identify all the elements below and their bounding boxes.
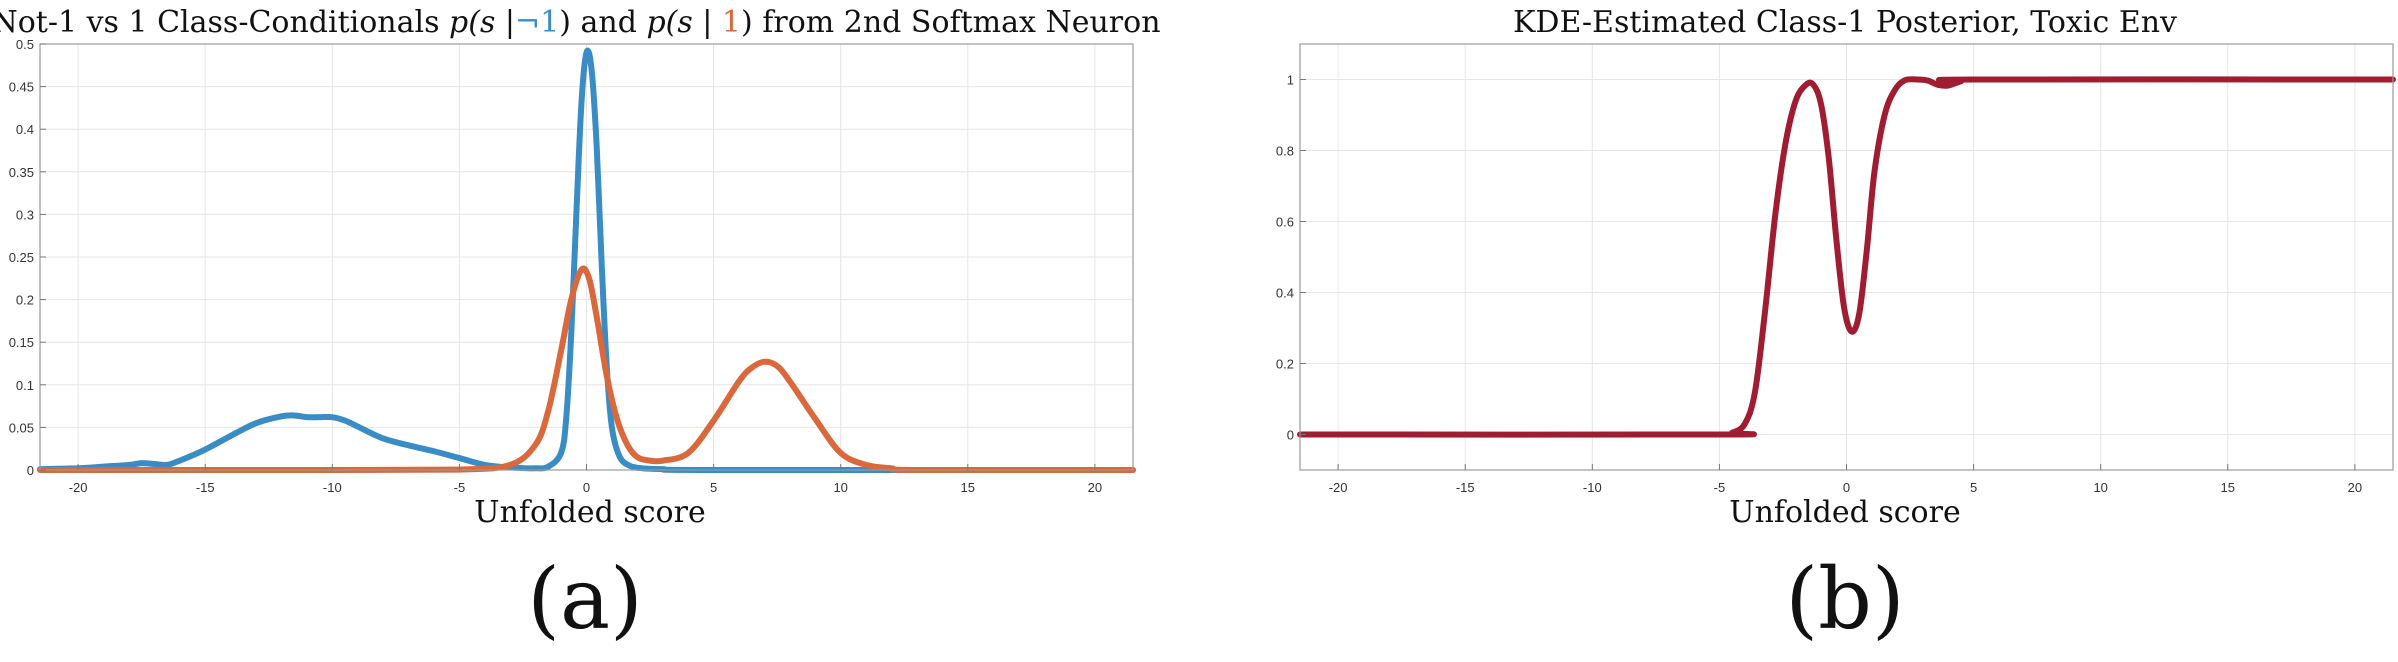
chart-panel-a: Not-1 vs 1 Class-Conditionals p(s |¬1) a… <box>0 0 1161 662</box>
x-tick-label: 5 <box>1970 480 1977 495</box>
chart-a-svg: Not-1 vs 1 Class-Conditionals p(s |¬1) a… <box>0 5 1161 648</box>
chart-b-y-ticks: 0 0.2 0.4 0.6 0.8 1 <box>1276 73 1306 443</box>
y-tick-label: 1 <box>1287 73 1294 88</box>
chart-b-grid <box>1300 44 2393 470</box>
y-tick-label: 0.25 <box>9 250 34 265</box>
chart-b-x-ticks: -20 -15 -10 -5 0 5 10 15 20 <box>1329 464 2362 495</box>
chart-a-series-group <box>37 47 1136 474</box>
x-tick-label: -5 <box>1714 480 1726 495</box>
x-tick-label: -20 <box>69 480 88 495</box>
y-tick-label: 0.3 <box>16 207 34 222</box>
chart-a-title: Not-1 vs 1 Class-Conditionals p(s |¬1) a… <box>0 5 1161 40</box>
chart-b-xlabel: Unfolded score <box>1729 495 1960 530</box>
x-tick-label: -10 <box>323 480 342 495</box>
y-tick-label: 0.05 <box>9 420 34 435</box>
chart-a-grid <box>40 43 1133 471</box>
x-tick-label: 5 <box>710 480 717 495</box>
x-tick-label: -20 <box>1329 480 1348 495</box>
y-tick-label: 0.6 <box>1276 215 1294 230</box>
x-tick-label: 15 <box>2221 480 2235 495</box>
y-tick-label: 0 <box>27 463 34 478</box>
chart-b-title: KDE-Estimated Class-1 Posterior, Toxic E… <box>1513 5 2177 40</box>
y-tick-label: 0.8 <box>1276 144 1294 159</box>
chart-a-y-ticks: 0 0.05 0.1 0.15 0.2 0.25 0.3 0.35 0.4 0.45 0.5 <box>9 37 46 478</box>
x-tick-label: -15 <box>1456 480 1475 495</box>
y-tick-label: 0.45 <box>9 80 34 95</box>
y-tick-label: 0.1 <box>16 378 34 393</box>
y-tick-label: 0.2 <box>1276 357 1294 372</box>
y-tick-label: 0.15 <box>9 335 34 350</box>
chart-b-caption: (b) <box>1785 550 1904 648</box>
x-tick-label: 20 <box>1088 480 1102 495</box>
chart-panel-b: KDE-Estimated Class-1 Posterior, Toxic E… <box>1260 0 2398 662</box>
x-tick-label: -10 <box>1583 480 1602 495</box>
x-tick-label: 10 <box>2093 480 2107 495</box>
x-tick-label: -5 <box>454 480 466 495</box>
y-tick-label: 0.4 <box>1276 286 1294 301</box>
y-tick-label: 0.4 <box>16 122 34 137</box>
chart-a-xlabel: Unfolded score <box>474 495 705 530</box>
chart-a-x-ticks: -20 -15 -10 -5 0 5 10 15 20 <box>69 464 1102 495</box>
y-tick-label: 0.2 <box>16 293 34 308</box>
x-tick-label: 10 <box>833 480 847 495</box>
x-tick-label: 0 <box>583 480 590 495</box>
x-tick-label: 15 <box>961 480 975 495</box>
chart-a-series-line-2 <box>37 265 1136 474</box>
chart-b-series-group <box>1297 76 2396 438</box>
x-tick-label: -15 <box>196 480 215 495</box>
x-tick-label: 0 <box>1843 480 1850 495</box>
y-tick-label: 0.5 <box>16 37 34 52</box>
chart-b-series-line-1 <box>1297 76 2396 438</box>
chart-b-svg: KDE-Estimated Class-1 Posterior, Toxic E… <box>1276 5 2396 648</box>
y-tick-label: 0.35 <box>9 165 34 180</box>
chart-a-caption: (a) <box>527 550 643 648</box>
y-tick-label: 0 <box>1287 428 1294 443</box>
x-tick-label: 20 <box>2348 480 2362 495</box>
